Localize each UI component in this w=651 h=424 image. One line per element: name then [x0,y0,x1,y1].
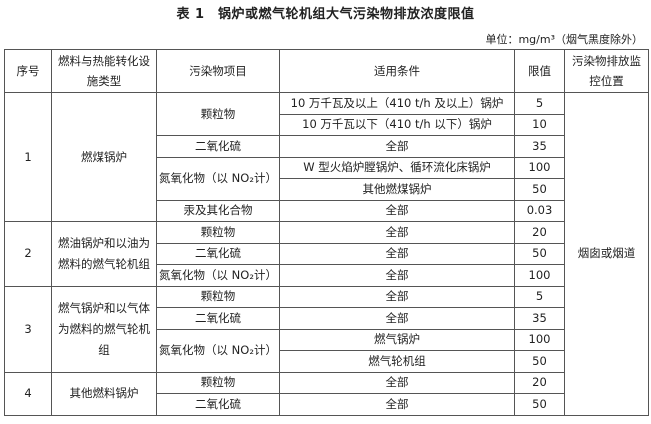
facility-type: 其他燃料锅炉 [51,371,157,416]
limit: 35 [514,307,565,330]
pollutant: 二氧化硫 [156,393,280,416]
table-row: 4 其他燃料锅炉 颗粒物 全部 20 [4,371,649,416]
header-row: 序号 燃料与热能转化设施类型 污染物项目 适用条件 限值 污染物排放监控位置 [4,49,649,93]
limit: 50 [514,350,565,373]
limit: 50 [514,393,565,416]
condition: 全部 [279,307,515,330]
pollutant: 颗粒物 [156,371,280,394]
pollutant: 颗粒物 [156,92,280,136]
table-row: 汞及其化合物 全部 0.03 [5,199,649,222]
table-row: 二氧化硫 全部 50 [5,242,649,265]
pollutant: 二氧化硫 [156,242,280,265]
header-pollutant: 污染物项目 [156,49,280,93]
group-no: 3 [4,285,52,373]
header-monitor: 污染物排放监控位置 [564,49,649,93]
header-type: 燃料与热能转化设施类型 [51,49,157,93]
pollutant: 氮氧化物（以 NO₂计） [156,328,280,373]
limit: 0.03 [514,199,565,222]
emission-limits-table: 序号 燃料与热能转化设施类型 污染物项目 适用条件 限值 污染物排放监控位置 1… [4,49,649,416]
pollutant: 二氧化硫 [156,135,280,158]
condition: 全部 [279,371,515,394]
facility-type: 燃油锅炉和以油为燃料的燃气轮机组 [51,221,157,287]
condition: 燃气锅炉 [279,328,515,351]
unit-note: 单位：mg/m³（烟气黑度除外） [485,33,643,46]
condition: 全部 [279,393,515,416]
limit: 5 [514,92,565,115]
header-condition: 适用条件 [279,49,515,93]
pollutant: 二氧化硫 [156,307,280,330]
limit: 100 [514,264,565,287]
pollutant: 汞及其化合物 [156,199,280,222]
group-no: 2 [4,221,52,287]
pollutant: 颗粒物 [156,221,280,244]
pollutant: 颗粒物 [156,285,280,308]
table-row: 2 燃油锅炉和以油为燃料的燃气轮机组 颗粒物 全部 20 [4,221,649,287]
condition: 全部 [279,285,515,308]
header-limit: 限值 [514,49,565,93]
table-row: 二氧化硫 全部 35 [5,307,649,330]
facility-type: 燃气锅炉和以气体为燃料的燃气轮机组 [51,285,157,373]
header-no: 序号 [4,49,52,93]
condition: 10 万千瓦以下（410 t/h 以下）锅炉 [279,113,515,136]
limit: 50 [514,178,565,201]
condition: 燃气轮机组 [279,350,515,373]
table-row: 二氧化硫 全部 50 [5,393,649,416]
pollutant: 氮氧化物（以 NO₂计） [156,156,280,201]
group-no: 1 [4,92,52,222]
limit: 20 [514,371,565,394]
pollutant: 氮氧化物（以 NO₂计） [156,264,280,287]
table-row: 其他燃煤锅炉 50 [5,178,649,201]
limit: 35 [514,135,565,158]
table-row: 1 燃煤锅炉 颗粒物 10 万千瓦及以上（410 t/h 及以上）锅炉 5 烟囱… [4,92,649,416]
table-row: 3 燃气锅炉和以气体为燃料的燃气轮机组 颗粒物 全部 5 [4,285,649,373]
monitor-location: 烟囱或烟道 [564,92,649,416]
limit: 5 [514,285,565,308]
table-row: 10 万千瓦以下（410 t/h 以下）锅炉 10 [5,113,649,136]
condition: 全部 [279,135,515,158]
limit: 100 [514,328,565,351]
table-row: 燃气轮机组 50 [5,350,649,373]
condition: 全部 [279,264,515,287]
condition: 10 万千瓦及以上（410 t/h 及以上）锅炉 [279,92,515,115]
limit: 10 [514,113,565,136]
condition: W 型火焰炉膛锅炉、循环流化床锅炉 [279,156,515,179]
table-title: 表 1 锅炉或燃气轮机组大气污染物排放浓度限值 [176,7,475,22]
limit: 50 [514,242,565,265]
condition: 全部 [279,199,515,222]
group-no: 4 [4,371,52,416]
limit: 100 [514,156,565,179]
condition: 全部 [279,221,515,244]
condition: 其他燃煤锅炉 [279,178,515,201]
condition: 全部 [279,242,515,265]
facility-type: 燃煤锅炉 [51,92,157,222]
table-row: 氮氧化物（以 NO₂计） 燃气锅炉 100 [5,328,649,373]
limit: 20 [514,221,565,244]
